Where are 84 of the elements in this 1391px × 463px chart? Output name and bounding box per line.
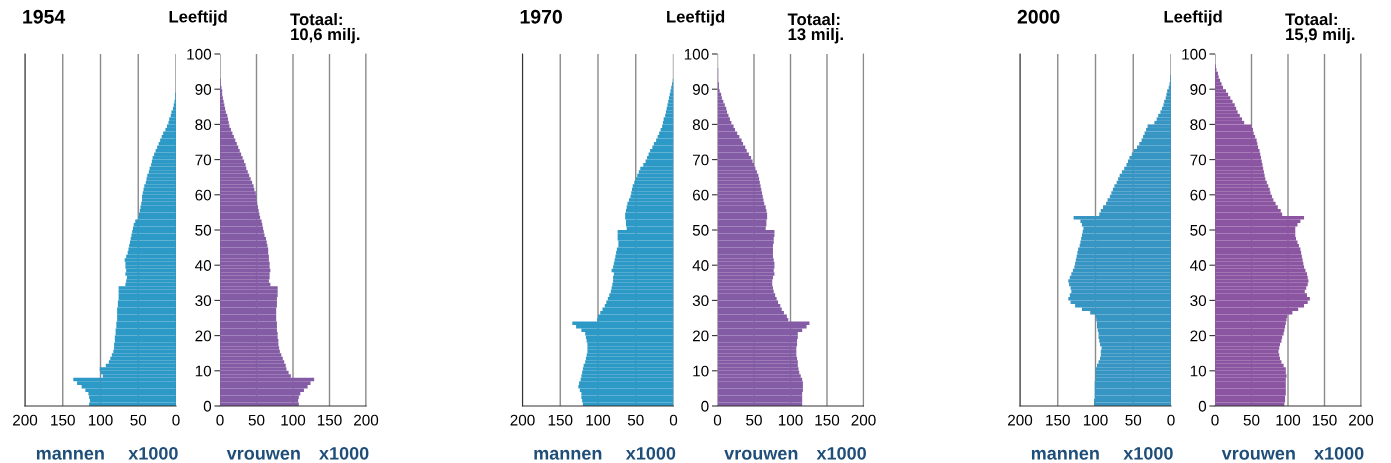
y-tick-label: 20	[195, 330, 212, 342]
text: Totaal: 10,6 milj.	[290, 12, 360, 44]
y-tick-label: 100	[684, 48, 709, 60]
x-tick-label: 50	[130, 414, 147, 426]
y-tick-label: 0	[1198, 400, 1207, 412]
x-tick-label: 150	[548, 414, 573, 426]
x-tick-label: 100	[586, 414, 611, 426]
y-tick-label: 30	[692, 295, 709, 307]
y-tick-label: 80	[195, 119, 212, 131]
x-tick-label: 0	[669, 414, 678, 426]
x-tick-label: 200	[1349, 414, 1374, 426]
text: x1000	[319, 446, 369, 460]
x-axis-title: mannen	[534, 449, 602, 460]
text: x1000	[625, 446, 676, 460]
y-tick-label: 0	[701, 400, 709, 412]
x-tick-label: 100	[88, 414, 113, 426]
y-tick-label: 90	[195, 84, 212, 95]
x-tick-label: 200	[13, 414, 38, 426]
x-tick-label: 200	[1008, 414, 1033, 426]
text: Totaal: 13 milj.	[787, 12, 843, 44]
x-tick-label: 0	[172, 414, 180, 426]
y-tick-label: 90	[692, 84, 709, 95]
chart-title: 1970	[520, 9, 562, 24]
y-tick-label: 70	[1190, 154, 1207, 166]
y-tick-label: 40	[1190, 260, 1207, 271]
chart-title: 2000	[1017, 9, 1060, 24]
x-axis-title: mannen	[1031, 449, 1099, 460]
x-tick-label: 200	[510, 414, 535, 426]
x-axis-title: vrouwen	[724, 449, 798, 460]
text: x1000	[1314, 446, 1364, 460]
x-tick-label: 50	[627, 414, 644, 426]
y-tick-label: 100	[1182, 48, 1207, 60]
y-tick-label: 10	[693, 365, 709, 377]
y-tick-label: 80	[1190, 119, 1207, 131]
y-tick-label: 20	[1190, 330, 1207, 342]
x-tick-label: 150	[1312, 414, 1337, 426]
x-tick-label: 150	[51, 414, 75, 426]
x-axis-title: mannen	[36, 449, 104, 460]
y-tick-label: 50	[1190, 224, 1207, 236]
x-tick-label: 50	[746, 414, 762, 426]
x-tick-label: 50	[1125, 414, 1142, 426]
y-tick-label: 90	[1190, 84, 1207, 95]
x-tick-label: 200	[354, 414, 379, 426]
x-tick-label: 50	[1243, 414, 1260, 426]
x-tick-label: 100	[1083, 414, 1108, 426]
x-tick-label: 50	[248, 414, 265, 426]
y-tick-label: 70	[195, 154, 212, 166]
y-tick-label: 20	[692, 330, 709, 342]
y-tick-label: 40	[692, 260, 709, 271]
x-tick-label: 150	[1046, 414, 1070, 426]
x-tick-label: 0	[216, 414, 224, 426]
y-tick-label: 100	[187, 48, 212, 60]
y-tick-label: 10	[195, 365, 212, 377]
y-axis-title: Leeftijd	[1164, 10, 1222, 26]
y-tick-label: 60	[1190, 189, 1207, 201]
y-tick-label: 10	[1190, 365, 1207, 377]
x-tick-label: 100	[281, 414, 306, 426]
x-tick-label: 0	[1167, 414, 1175, 426]
y-tick-label: 80	[692, 119, 709, 131]
y-axis-title: Leeftijd	[169, 10, 227, 26]
x-tick-label: 100	[778, 414, 803, 426]
x-tick-label: 150	[317, 414, 342, 426]
y-tick-label: 50	[692, 224, 709, 236]
x-axis-title: vrouwen	[226, 449, 300, 460]
text: x1000	[128, 446, 178, 460]
y-tick-label: 40	[195, 260, 212, 271]
x-tick-label: 0	[713, 414, 722, 426]
x-tick-label: 200	[851, 414, 876, 426]
y-tick-label: 0	[203, 400, 212, 412]
text: x1000	[1123, 446, 1173, 460]
y-tick-label: 50	[195, 224, 212, 236]
chart-title: 1954	[23, 9, 66, 24]
y-tick-label: 70	[692, 154, 709, 166]
x-tick-label: 150	[815, 414, 840, 426]
y-tick-label: 60	[692, 189, 709, 201]
x-tick-label: 0	[1211, 414, 1219, 426]
text: Totaal: 15,9 milj.	[1285, 12, 1355, 44]
y-tick-label: 30	[1190, 295, 1207, 307]
text: x1000	[816, 446, 866, 460]
x-tick-label: 100	[1276, 414, 1301, 426]
y-axis-title: Leeftijd	[667, 10, 725, 26]
y-tick-label: 30	[195, 295, 212, 307]
y-tick-label: 60	[195, 189, 212, 201]
x-axis-title: vrouwen	[1221, 449, 1295, 460]
